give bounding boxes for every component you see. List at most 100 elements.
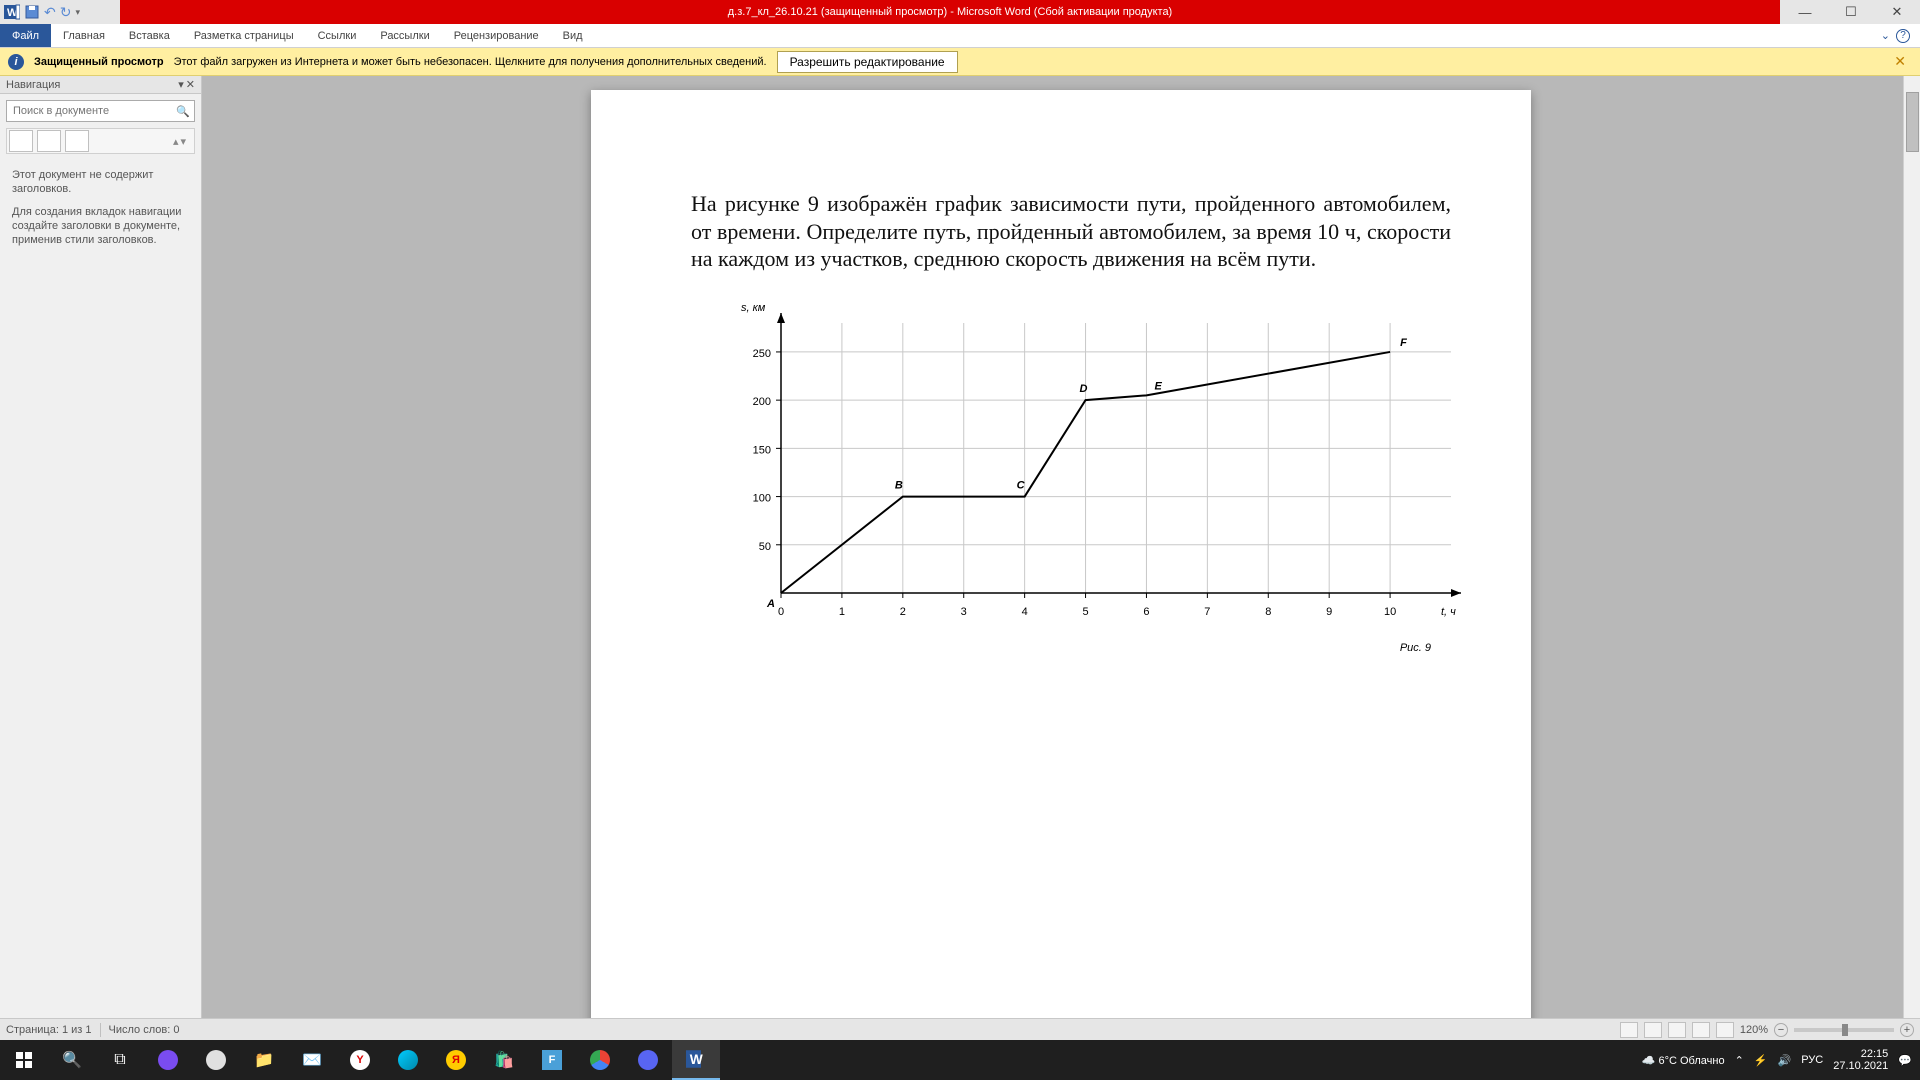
svg-text:50: 50 [759,540,771,552]
svg-text:6: 6 [1143,606,1149,618]
save-icon[interactable] [24,4,40,20]
protected-close-icon[interactable]: ✕ [1888,53,1912,70]
zoom-slider[interactable] [1794,1028,1894,1032]
search-icon[interactable]: 🔍 [172,105,194,118]
view-outline-icon[interactable] [1692,1022,1710,1038]
nav-view-switch: ▴▾ [6,128,195,154]
nav-dropdown-icon[interactable]: ▾ [178,78,184,91]
svg-text:250: 250 [753,347,771,359]
undo-icon[interactable]: ↶ [44,4,56,21]
file-explorer-button[interactable]: 📁 [240,1040,288,1080]
nav-updown-icon[interactable]: ▴▾ [173,135,194,148]
view-print-layout-icon[interactable] [1620,1022,1638,1038]
protected-view-bar: i Защищенный просмотр Этот файл загружен… [0,48,1920,76]
svg-text:7: 7 [1204,606,1210,618]
tray-chevron-icon[interactable]: ⌃ [1735,1054,1744,1067]
nav-empty-msg1: Этот документ не содержит заголовков. [0,160,201,205]
svg-text:5: 5 [1082,606,1088,618]
zoom-level[interactable]: 120% [1740,1024,1768,1036]
nav-empty-msg2: Для создания вкладок навигации создайте … [0,205,201,256]
qat-dropdown-icon[interactable]: ▾ [75,7,80,18]
ribbon-tab-0[interactable]: Файл [0,24,51,47]
taskbar-app-1[interactable] [144,1040,192,1080]
ribbon-tab-5[interactable]: Рассылки [368,24,441,47]
app-f-button[interactable]: F [528,1040,576,1080]
search-input[interactable] [7,105,172,117]
ribbon-help[interactable]: ⌄? [1881,24,1920,47]
task-view-button[interactable]: ⧉ [96,1040,144,1080]
yandex-button[interactable]: Y [336,1040,384,1080]
ribbon-tab-3[interactable]: Разметка страницы [182,24,306,47]
yandex2-button[interactable]: Я [432,1040,480,1080]
svg-text:C: C [1017,479,1026,491]
tray-clock[interactable]: 22:15 27.10.2021 [1833,1048,1888,1072]
status-page[interactable]: Страница: 1 из 1 [6,1024,92,1036]
zoom-out-button[interactable]: − [1774,1023,1788,1037]
svg-text:D: D [1080,383,1088,395]
system-tray: ☁️ 6°C Облачно ⌃ ⚡ 🔊 РУС 22:15 27.10.202… [1642,1048,1920,1072]
protected-label: Защищенный просмотр [34,56,164,68]
svg-text:3: 3 [961,606,967,618]
tray-lang[interactable]: РУС [1801,1054,1823,1066]
nav-header: Навигация ▾✕ [0,76,201,94]
minimize-button[interactable]: — [1782,0,1828,24]
store-button[interactable]: 🛍️ [480,1040,528,1080]
discord-button[interactable] [624,1040,672,1080]
weather-widget[interactable]: ☁️ 6°C Облачно [1642,1054,1725,1067]
close-button[interactable]: ✕ [1874,0,1920,24]
svg-text:t, ч: t, ч [1441,606,1456,618]
protected-message[interactable]: Этот файл загружен из Интернета и может … [174,56,767,68]
mail-button[interactable]: ✉️ [288,1040,336,1080]
svg-text:2: 2 [900,606,906,618]
view-web-icon[interactable] [1668,1022,1686,1038]
help-icon: ? [1896,29,1910,43]
ribbon-tab-2[interactable]: Вставка [117,24,182,47]
ribbon-tab-1[interactable]: Главная [51,24,117,47]
edge-button[interactable] [384,1040,432,1080]
taskbar-app-2[interactable] [192,1040,240,1080]
vertical-scrollbar[interactable] [1903,76,1920,1018]
svg-text:200: 200 [753,396,771,408]
word-icon: W [4,4,20,20]
nav-view-results[interactable] [65,130,89,152]
word-taskbar-button[interactable]: W [672,1040,720,1080]
view-draft-icon[interactable] [1716,1022,1734,1038]
svg-text:F: F [1400,336,1407,348]
scrollbar-thumb[interactable] [1906,92,1919,152]
view-fullscreen-icon[interactable] [1644,1022,1662,1038]
chart: 01234567891050100150200250s, кмt, чABCDE… [691,293,1491,663]
svg-text:B: B [895,479,903,491]
ribbon-tabs: ФайлГлавнаяВставкаРазметка страницыСсылк… [0,24,1920,48]
zoom-in-button[interactable]: + [1900,1023,1914,1037]
svg-text:Рис. 9: Рис. 9 [1400,642,1431,654]
help-caret-icon: ⌄ [1881,29,1890,42]
ribbon-tab-4[interactable]: Ссылки [306,24,369,47]
tray-volume-icon[interactable]: 🔊 [1778,1054,1792,1067]
nav-search[interactable]: 🔍 [6,100,195,122]
nav-close-icon[interactable]: ✕ [186,78,195,91]
maximize-button[interactable]: ☐ [1828,0,1874,24]
redo-icon[interactable]: ↻ [60,4,72,21]
search-button[interactable]: 🔍 [48,1040,96,1080]
svg-text:0: 0 [778,606,784,618]
title-bar: W ↶ ↻ ▾ д.з.7_кл_26.10.21 (защищенный пр… [0,0,1920,24]
svg-text:8: 8 [1265,606,1271,618]
start-button[interactable] [0,1040,48,1080]
ribbon-tab-6[interactable]: Рецензирование [442,24,551,47]
enable-editing-button[interactable]: Разрешить редактирование [777,51,958,73]
notifications-icon[interactable]: 💬 [1898,1054,1912,1067]
navigation-pane: Навигация ▾✕ 🔍 ▴▾ Этот документ не содер… [0,76,202,1018]
document-area[interactable]: На рисунке 9 изображён график зависимост… [202,76,1920,1018]
nav-view-headings[interactable] [9,130,33,152]
tray-network-icon[interactable]: ⚡ [1754,1054,1768,1067]
info-icon: i [8,54,24,70]
svg-text:100: 100 [753,492,771,504]
chrome-button[interactable] [576,1040,624,1080]
page: На рисунке 9 изображён график зависимост… [591,90,1531,1018]
svg-text:E: E [1154,380,1162,392]
ribbon-tab-7[interactable]: Вид [551,24,595,47]
status-words[interactable]: Число слов: 0 [109,1024,180,1036]
svg-text:A: A [766,598,775,610]
svg-text:10: 10 [1384,606,1396,618]
nav-view-pages[interactable] [37,130,61,152]
